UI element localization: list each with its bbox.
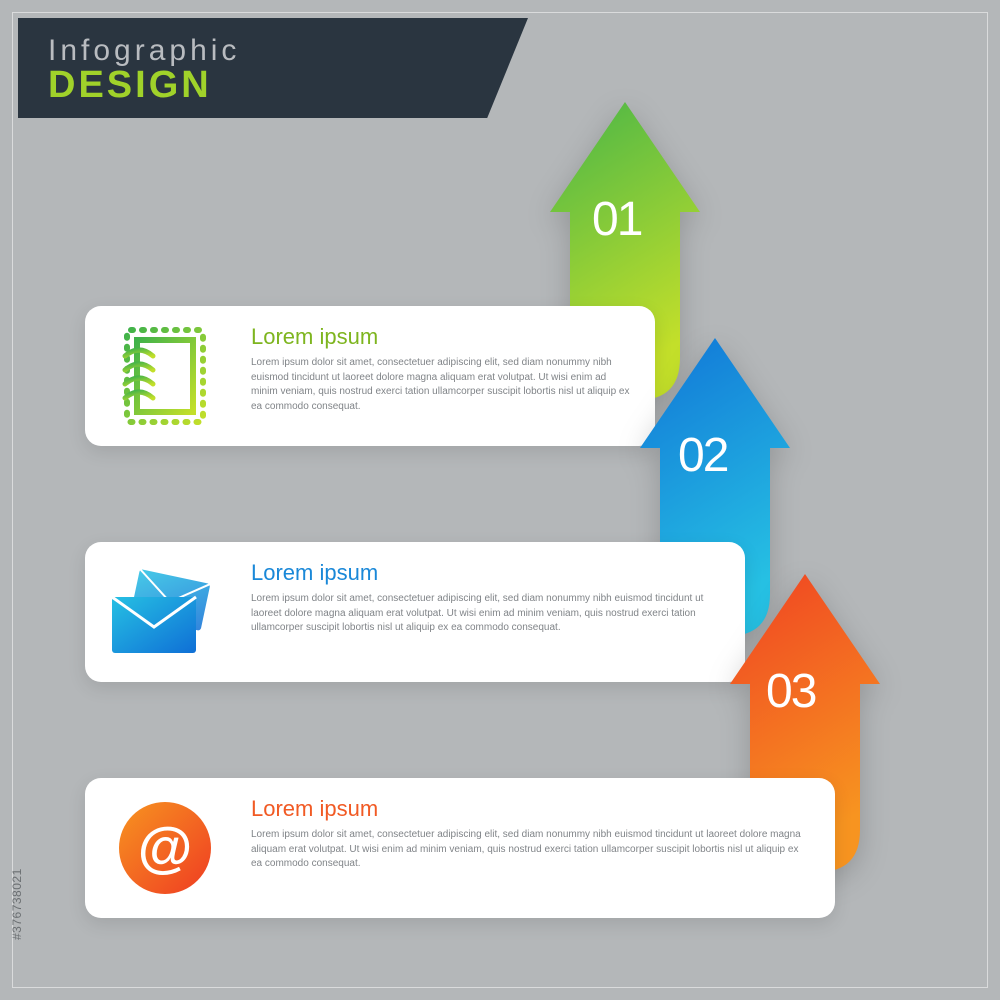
card-title: Lorem ipsum	[251, 324, 631, 350]
card-body: Lorem ipsum dolor sit amet, consectetuer…	[251, 356, 631, 414]
card-body: Lorem ipsum dolor sit amet, consectetuer…	[251, 592, 721, 636]
card-title: Lorem ipsum	[251, 560, 721, 586]
card-text: Lorem ipsum Lorem ipsum dolor sit amet, …	[245, 778, 835, 918]
step-number: 01	[592, 192, 641, 247]
info-card: Lorem ipsum Lorem ipsum dolor sit amet, …	[85, 542, 745, 682]
stamp-icon	[85, 306, 245, 446]
watermark-id: #376738021	[10, 868, 24, 940]
info-card: @ Lorem ipsum Lorem ipsum dolor sit amet…	[85, 778, 835, 918]
card-title: Lorem ipsum	[251, 796, 811, 822]
info-card: Lorem ipsum Lorem ipsum dolor sit amet, …	[85, 306, 655, 446]
step-number: 02	[678, 428, 727, 483]
header-line1: Infographic	[48, 34, 498, 68]
svg-text:@: @	[138, 815, 193, 878]
card-body: Lorem ipsum dolor sit amet, consectetuer…	[251, 828, 811, 872]
header-line2: DESIGN	[48, 64, 498, 107]
at-sign-icon: @	[85, 778, 245, 918]
card-text: Lorem ipsum Lorem ipsum dolor sit amet, …	[245, 542, 745, 682]
step-number: 03	[766, 664, 815, 719]
card-text: Lorem ipsum Lorem ipsum dolor sit amet, …	[245, 306, 655, 446]
header-banner: Infographic DESIGN	[18, 18, 528, 118]
envelopes-icon	[85, 542, 245, 682]
